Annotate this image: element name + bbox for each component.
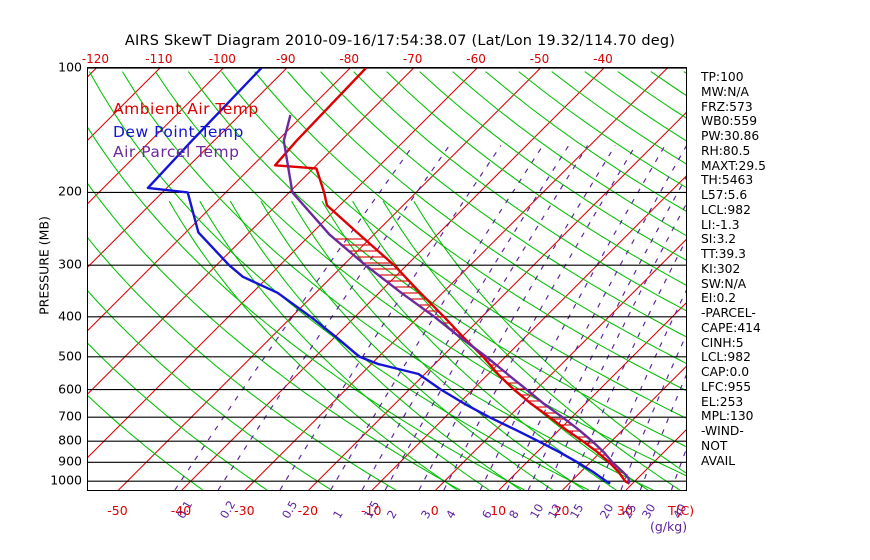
pressure-tick-label: 500 [58,348,82,364]
pressure-tick-label: 400 [58,308,82,324]
stat-line: CAP:0.0 [701,365,750,379]
stat-line: KI:302 [701,261,741,276]
skewt-plot-area [87,67,687,491]
stat-line: LCL:982 [701,350,751,365]
mixing-ratio-axis-label: (g/kg) [650,519,688,534]
top-temperature-tick-label: -120 [81,52,110,66]
bottom-temperature-tick-label: -50 [107,503,128,518]
stat-line: L57:5.6 [701,188,748,202]
bottom-temperature-tick-label: 10 [490,503,507,518]
bottom-temperature-tick-label: -40 [170,503,192,518]
mixing-ratio-tick-label: 2 [384,507,401,521]
top-temperature-tick-label: -110 [145,52,173,66]
top-temperature-tick-label: -50 [529,52,550,66]
pressure-tick-label: 900 [58,453,82,469]
stat-line: AVAIL [701,453,736,468]
top-temperature-tick-label: -80 [339,52,359,66]
air-parcel-temp-curve [282,114,631,484]
stat-line: RH:80.5 [701,143,751,158]
stat-line: LCL:982 [701,202,751,217]
pressure-tick-label: 200 [58,183,82,199]
stat-line: FRZ:573 [701,99,753,114]
bottom-temperature-tick-label: -20 [297,503,319,518]
skewt-plot-svg [88,68,686,490]
top-temperature-tick-label: -70 [402,52,423,66]
stat-line: MPL:130 [701,409,754,424]
sounding-statistics-panel: TP:100 MW:N/A FRZ:573 WB0:559 PW:30.86 RH:80.… [701,70,861,468]
bottom-temperature-tick-label: 20 [553,503,570,518]
pressure-tick-label: 100 [58,59,82,75]
stat-line: TH:5463 [701,173,754,188]
stat-line: SI:3.2 [701,232,737,247]
stat-line: CINH:5 [701,335,744,350]
page-title: AIRS SkewT Diagram 2010-09-16/17:54:38.0… [124,33,676,49]
pressure-tick-label: 1000 [50,472,82,488]
stat-line: MW:N/A [701,84,749,99]
stat-line: EL:253 [701,394,744,409]
stat-line: TT:39.3 [701,247,746,261]
mixing-ratio-lines [174,145,686,490]
mixing-ratio-tick-label: 10 [527,501,547,521]
stat-line: MAXT:29.5 [701,158,766,173]
stat-line: SW:N/A [701,276,747,291]
stat-line: WB0:559 [701,114,758,129]
bottom-temperature-tick-label: 0 [430,503,439,518]
stat-line: -PARCEL- [701,306,756,320]
top-temperature-tick-label: -40 [593,52,613,66]
top-temperature-tick-label: -90 [275,52,296,66]
temperature-profile-curves [146,68,631,485]
stat-line: PW:30.86 [701,129,760,143]
bottom-temperature-tick-label: 30 [617,503,633,518]
stat-line: NOT [701,438,728,453]
pressure-tick-label: 700 [58,408,82,424]
stat-line: CAPE:414 [701,320,761,335]
bottom-temperature-tick-label: -10 [361,503,382,518]
legend-air-parcel-temp: Air Parcel Temp [113,143,240,161]
bottom-temperature-tick-label: -30 [234,503,255,518]
legend-ambient-air-temp: Ambient Air Temp [113,100,259,118]
dew-point-temp-curve [146,68,611,485]
top-temperature-tick-label: -60 [466,52,486,66]
mixing-ratio-tick-label: 1 [329,507,346,521]
mixing-ratio-tick-label: 15 [567,501,587,521]
mixing-ratio-tick-label: 8 [506,507,522,521]
top-temperature-tick-label: -100 [208,52,236,66]
pressure-tick-label: 300 [58,256,82,272]
stat-line: LI:-1.3 [701,217,740,232]
mixing-ratio-tick-label: 4 [442,507,459,521]
mixing-ratio-tick-label: 20 [596,501,617,521]
stat-line: -WIND- [701,424,744,438]
stat-line: EI:0.2 [701,291,737,306]
pressure-tick-label: 600 [58,381,82,397]
stat-line: LFC:955 [701,379,752,394]
stat-line: TP:100 [701,70,744,84]
legend-dew-point-temp: Dew Point Temp [113,123,244,141]
temperature-axis-label: T(C) [668,503,695,518]
ambient-air-temp-curve [273,68,630,485]
pressure-tick-label: 800 [58,432,82,448]
isotherm-lines [88,68,686,490]
